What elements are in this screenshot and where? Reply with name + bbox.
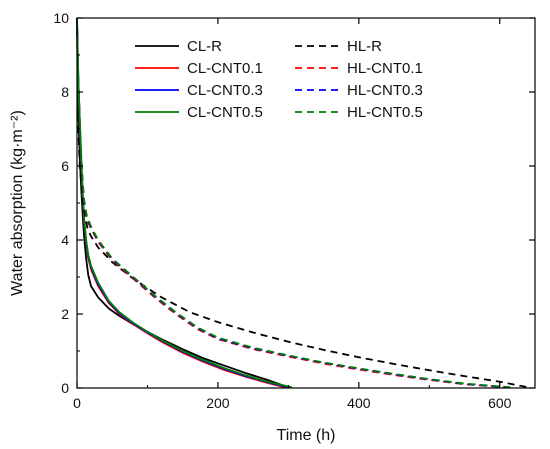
legend-label-hl-cnt0-1: HL-CNT0.1 bbox=[347, 60, 423, 77]
x-tick-label: 200 bbox=[206, 395, 230, 411]
series-line-cl-r bbox=[76, 17, 289, 389]
legend-label-hl-r: HL-R bbox=[347, 38, 382, 55]
legend-label-hl-cnt0-3: HL-CNT0.3 bbox=[347, 82, 423, 99]
y-tick-label: 4 bbox=[61, 232, 69, 248]
series-line-hl-r bbox=[76, 17, 529, 389]
x-tick-label: 0 bbox=[73, 395, 81, 411]
series-line-hl-cnt0-3 bbox=[76, 17, 507, 389]
series-line-hl-cnt0-5 bbox=[76, 17, 511, 389]
legend-label-hl-cnt0-5: HL-CNT0.5 bbox=[347, 104, 423, 121]
series-layer bbox=[76, 17, 529, 389]
ticks-layer: 0 200 400 600 0 2 4 6 8 10 bbox=[53, 10, 535, 411]
y-tick-label: 8 bbox=[61, 84, 69, 100]
legend-label-cl-cnt0-1: CL-CNT0.1 bbox=[187, 60, 263, 77]
y-tick-label: 6 bbox=[61, 158, 69, 174]
legend: CL-R CL-CNT0.1 CL-CNT0.3 CL-CNT0.5 HL-R HL-CN… bbox=[135, 38, 423, 121]
y-tick-label: 2 bbox=[61, 306, 69, 322]
x-axis-title: Time (h) bbox=[277, 427, 336, 444]
y-axis-title: Water absorption (kg·m⁻²) bbox=[9, 110, 26, 296]
legend-label-cl-cnt0-3: CL-CNT0.3 bbox=[187, 82, 263, 99]
legend-label-cl-r: CL-R bbox=[187, 38, 222, 55]
legend-label-cl-cnt0-5: CL-CNT0.5 bbox=[187, 104, 263, 121]
y-tick-label: 10 bbox=[53, 10, 69, 26]
series-line-hl-cnt0-1 bbox=[76, 17, 507, 389]
x-tick-label: 400 bbox=[347, 395, 371, 411]
x-tick-label: 600 bbox=[488, 395, 512, 411]
y-tick-label: 0 bbox=[61, 380, 69, 396]
